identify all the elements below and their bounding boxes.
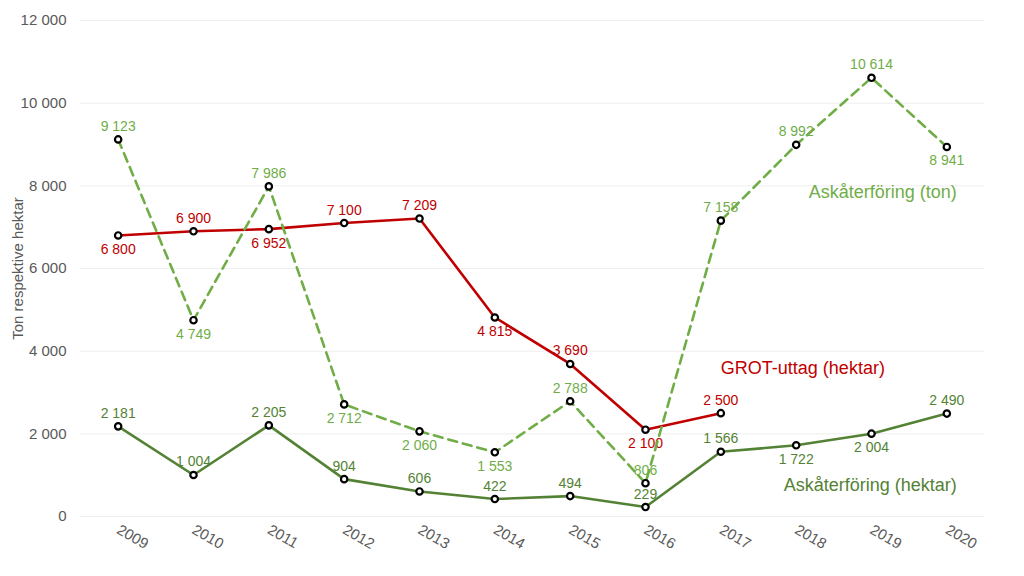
svg-text:8 000: 8 000 [29, 177, 67, 194]
svg-text:2019: 2019 [868, 521, 905, 552]
svg-text:10 614: 10 614 [850, 56, 893, 72]
svg-text:1 722: 1 722 [779, 451, 814, 467]
svg-text:2 788: 2 788 [553, 380, 588, 396]
svg-text:6 952: 6 952 [251, 235, 286, 251]
svg-text:Askåterföring (ton): Askåterföring (ton) [809, 182, 957, 202]
svg-text:2014: 2014 [491, 521, 528, 552]
svg-text:606: 606 [408, 470, 432, 486]
svg-text:Ton respektive hektar: Ton respektive hektar [9, 197, 26, 340]
svg-text:2011: 2011 [265, 521, 301, 552]
svg-text:2 500: 2 500 [703, 392, 738, 408]
svg-text:7 100: 7 100 [327, 202, 362, 218]
svg-text:1 566: 1 566 [703, 430, 738, 446]
svg-text:904: 904 [332, 458, 356, 474]
svg-text:2 000: 2 000 [29, 425, 67, 442]
svg-text:10 000: 10 000 [21, 94, 67, 111]
svg-text:1 553: 1 553 [477, 458, 512, 474]
svg-text:2009: 2009 [114, 521, 151, 552]
svg-text:4 815: 4 815 [477, 323, 512, 339]
svg-text:2018: 2018 [792, 521, 829, 552]
svg-text:GROT-uttag (hektar): GROT-uttag (hektar) [721, 358, 885, 378]
svg-text:2 712: 2 712 [327, 410, 362, 426]
svg-text:2015: 2015 [566, 521, 603, 552]
svg-text:9 123: 9 123 [101, 118, 136, 134]
svg-text:2 100: 2 100 [628, 435, 663, 452]
svg-text:2 205: 2 205 [251, 404, 286, 420]
svg-text:422: 422 [483, 478, 507, 494]
svg-text:2016: 2016 [642, 521, 679, 552]
svg-text:6 900: 6 900 [176, 210, 211, 226]
svg-text:2 004: 2 004 [854, 439, 889, 455]
svg-text:2013: 2013 [416, 521, 453, 552]
svg-text:8 992: 8 992 [779, 123, 814, 139]
svg-text:12 000: 12 000 [21, 11, 67, 28]
svg-text:4 749: 4 749 [176, 326, 211, 342]
svg-text:229: 229 [634, 486, 658, 502]
svg-text:7 986: 7 986 [251, 165, 286, 181]
svg-text:494: 494 [558, 475, 582, 491]
svg-text:2 490: 2 490 [929, 392, 964, 408]
svg-text:2012: 2012 [340, 521, 377, 552]
svg-text:1 004: 1 004 [176, 453, 211, 469]
svg-text:806: 806 [634, 462, 658, 478]
svg-text:0: 0 [58, 507, 66, 524]
svg-text:2020: 2020 [943, 521, 980, 552]
svg-text:3 690: 3 690 [553, 342, 588, 358]
svg-text:4 000: 4 000 [29, 342, 67, 359]
svg-text:8 941: 8 941 [929, 152, 964, 168]
svg-text:2 181: 2 181 [101, 405, 136, 421]
svg-text:6 800: 6 800 [101, 241, 136, 257]
svg-text:7 209: 7 209 [402, 197, 437, 213]
svg-text:2 060: 2 060 [402, 437, 437, 453]
svg-text:Askåterföring (hektar): Askåterföring (hektar) [784, 475, 957, 495]
svg-text:2010: 2010 [190, 521, 227, 552]
svg-text:7 158: 7 158 [703, 199, 738, 215]
svg-text:2017: 2017 [717, 521, 754, 552]
svg-text:6 000: 6 000 [29, 259, 67, 276]
